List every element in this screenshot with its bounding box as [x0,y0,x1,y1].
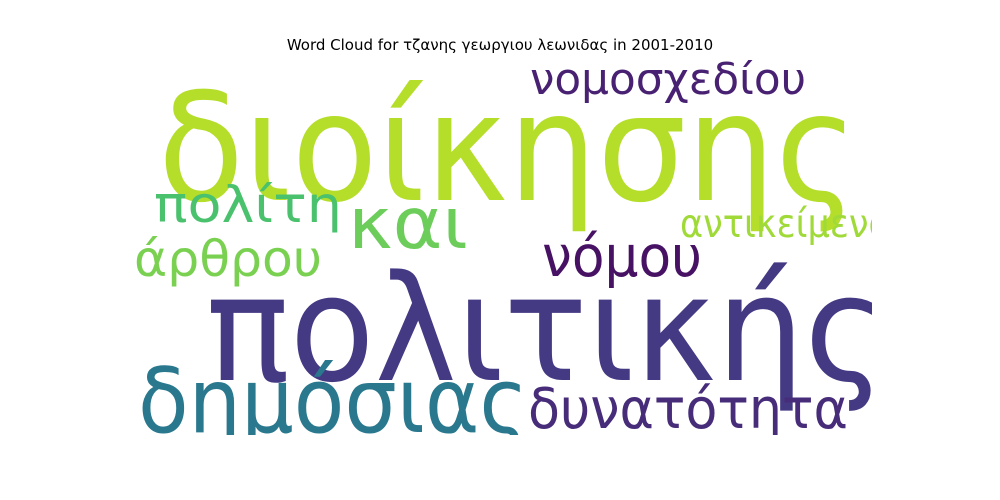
cloud-word-7: πολίτη [154,176,342,234]
cloud-word-3: και [348,182,468,265]
cloud-word-5: δυνατότητα [528,377,848,435]
cloud-word-4: νόμου [542,224,702,290]
cloud-word-2: δημόσιας [138,349,528,435]
cloud-word-1: πολιτικής [206,244,872,415]
word-cloud: διοίκησης πολιτικής δημόσιας και νόμου δυνατό… [128,60,872,435]
cloud-word-8: νομοσχεδίου [530,60,806,105]
cloud-word-9: αντικείμενο [680,202,872,247]
cloud-word-0: διοίκησης [158,62,858,236]
cloud-word-6: άρθρου [134,230,322,288]
chart-title: Word Cloud for τζανης γεωργιου λεωνιδας … [286,36,714,54]
